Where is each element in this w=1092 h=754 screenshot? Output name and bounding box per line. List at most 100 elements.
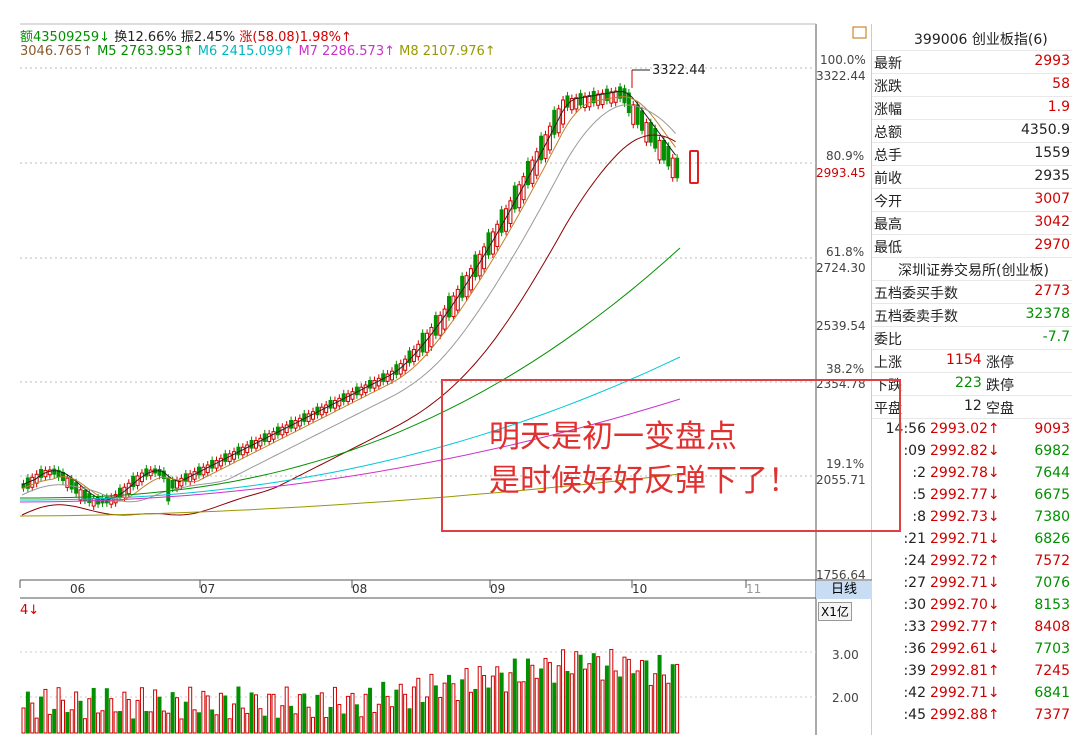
tick-row[interactable]: :21 2992.71↓ 6826 (872, 529, 1072, 551)
breadth-row-up: 上涨 1154 涨停 (872, 350, 1072, 373)
volume-bar (411, 686, 416, 734)
quote-row: 最低 2970 (872, 235, 1072, 258)
quote-key: 最新 (874, 56, 902, 72)
tick-row[interactable]: :5 2992.77↓ 6675 (872, 485, 1072, 507)
current-price-marker (689, 150, 699, 184)
volume-bar (267, 693, 272, 734)
volume-bar (328, 706, 333, 734)
volume-bar (521, 681, 526, 734)
volume-bar (284, 686, 289, 734)
quote-row: 涨跌 58 (872, 74, 1072, 97)
volume-indicator-marker: 4↓ (20, 603, 40, 618)
candle-body (131, 475, 136, 488)
price-label: 2055.71 (816, 473, 866, 487)
period-daily-tab[interactable]: 日线 (816, 581, 872, 599)
kline-chart[interactable] (0, 0, 872, 754)
volume-bar (192, 709, 197, 734)
volume-bar (635, 670, 640, 734)
volume-bar (91, 687, 96, 734)
tick-row[interactable]: :27 2992.71↓ 7076 (872, 573, 1072, 595)
tick-row[interactable]: :36 2992.61↓ 7703 (872, 639, 1072, 661)
candle-body (433, 315, 438, 336)
tick-price: 2992.77↓ (930, 487, 1000, 503)
candle-body (47, 469, 52, 476)
volume-bar (100, 710, 105, 734)
tick-volume: 7245 (1034, 663, 1070, 679)
order-key: 委比 (874, 332, 902, 348)
volume-bar (183, 701, 188, 734)
quote-value: 1.9 (1047, 99, 1070, 115)
candle-body (381, 373, 386, 382)
candle-body (144, 468, 149, 477)
candle-body (218, 457, 223, 467)
volume-bar (464, 668, 469, 734)
volume-bar (74, 691, 79, 734)
tick-volume: 7572 (1034, 553, 1070, 569)
tick-row[interactable]: :39 2992.81↑ 7245 (872, 661, 1072, 683)
tick-row[interactable]: :8 2992.73↓ 7380 (872, 507, 1072, 529)
tick-volume: 9093 (1034, 421, 1070, 437)
candle-body (455, 288, 460, 311)
tick-list[interactable]: 14:56 2993.02↑ 9093:09 2992.82↓ 6982:2 2992.7… (872, 419, 1072, 727)
candle-body (394, 364, 399, 375)
candle-body (319, 406, 324, 416)
candle-body (376, 377, 381, 387)
ma-legend-item: M7 2286.573↑ (298, 44, 395, 59)
tick-price: 2993.02↑ (930, 421, 1000, 437)
quote-value: 2993 (1034, 53, 1070, 69)
volume-bar (139, 687, 144, 734)
candle-body (188, 473, 193, 482)
tick-row[interactable]: :33 2992.77↑ 8408 (872, 617, 1072, 639)
tick-time: :8 (912, 509, 926, 525)
amplitude-value: 振2.45% (180, 30, 236, 45)
volume-bar (670, 664, 675, 734)
volume-bar (205, 695, 210, 734)
candle-body (363, 384, 368, 394)
quote-value: 58 (1052, 76, 1070, 92)
tick-row[interactable]: :24 2992.72↑ 7572 (872, 551, 1072, 573)
tick-row[interactable]: :30 2992.70↓ 8153 (872, 595, 1072, 617)
tick-volume: 7377 (1034, 707, 1070, 723)
volume-bar (368, 687, 373, 734)
candle-body (39, 469, 44, 478)
tick-row[interactable]: :42 2992.71↓ 6841 (872, 683, 1072, 705)
order-row: 五档委买手数 2773 (872, 281, 1072, 304)
volume-bar (280, 705, 285, 734)
volume-bar (609, 648, 614, 734)
tick-time: :30 (903, 597, 926, 613)
volume-bar (591, 653, 596, 734)
tick-price: 2992.78↓ (930, 465, 1000, 481)
volume-bar (495, 666, 500, 734)
tick-time: :2 (912, 465, 926, 481)
candle-body (161, 470, 166, 479)
annotation-line: 是时候好好反弹下了！ (489, 463, 799, 499)
tick-price: 2992.81↑ (930, 663, 1000, 679)
candle-body (170, 480, 175, 489)
candle-body (565, 95, 570, 108)
candle-body (91, 498, 96, 507)
down-count: 223 (955, 375, 982, 391)
amount-value: 额43509259↓ (20, 30, 111, 45)
window-toggle-icon (852, 26, 867, 39)
candle-body (473, 254, 478, 278)
tick-price: 2992.77↑ (930, 619, 1000, 635)
candle-body (297, 417, 302, 427)
volume-bar (25, 691, 30, 734)
candle-body (420, 332, 425, 353)
tick-price: 2992.82↓ (930, 443, 1000, 459)
volume-bar (275, 717, 280, 734)
tick-row[interactable]: 14:56 2993.02↑ 9093 (872, 419, 1072, 441)
quote-value: 3042 (1034, 214, 1070, 230)
exchange-name: 深圳证券交易所(创业板) (898, 263, 1049, 279)
tick-row[interactable]: :09 2992.82↓ 6982 (872, 441, 1072, 463)
volume-bar (447, 674, 452, 734)
tick-row[interactable]: :45 2992.88↑ 7377 (872, 705, 1072, 727)
volume-bar (232, 703, 237, 734)
candle-body (271, 431, 276, 440)
volume-bar (337, 704, 342, 734)
pct-label: 80.9% (826, 149, 865, 163)
volume-bar (429, 673, 434, 734)
up-label: 上涨 (874, 355, 902, 371)
tick-row[interactable]: :2 2992.78↓ 7644 (872, 463, 1072, 485)
volume-bar (118, 711, 123, 734)
